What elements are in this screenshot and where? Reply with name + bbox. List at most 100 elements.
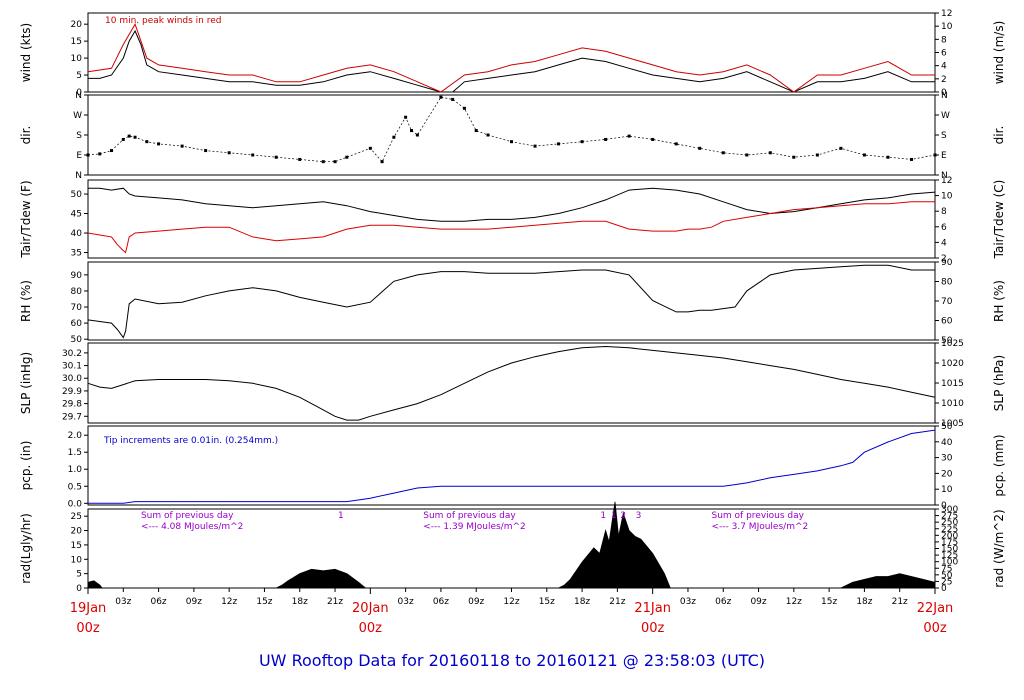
right-tick-label-slp: 1005 [941, 419, 964, 429]
right-tick-label-wind: 2 [941, 75, 947, 85]
series-point-dir [627, 134, 631, 138]
rad-annotation-3: 1 [338, 511, 344, 521]
left-tick-label-pcp: 1.5 [68, 448, 82, 458]
panel-annotation-wind: 10 min. peak winds in red [105, 16, 222, 26]
ylabel-left-slp: SLP (inHg) [19, 352, 33, 414]
right-tick-label-wind: 4 [941, 62, 947, 72]
panel-frame-slp [87, 342, 936, 424]
series-point-dir [698, 146, 702, 150]
right-tick-label-temp: 6 [941, 223, 947, 233]
series-point-dir [439, 95, 443, 99]
x-hour-tick-label: 21z [892, 597, 908, 607]
right-tick-label-rh: 60 [941, 317, 953, 327]
series-dir-0 [87, 96, 936, 163]
right-tick-label-rad: 300 [941, 505, 958, 515]
series-point-dir [886, 155, 890, 159]
right-tick-label-rad: 100 [941, 558, 958, 568]
series-wind-1 [87, 23, 935, 93]
right-tick-label-dir: N [941, 91, 948, 101]
right-tick-label-rad: 125 [941, 551, 958, 561]
left-tick-label-slp: 29.7 [62, 412, 82, 422]
right-tick-label-wind: 0 [941, 88, 947, 98]
series-point-dir [474, 129, 478, 133]
series-point-dir [321, 160, 325, 164]
left-tick-label-slp: 29.8 [62, 400, 82, 410]
left-tick-label-pcp: 2.0 [68, 431, 83, 441]
series-rh-0 [87, 264, 935, 339]
right-tick-label-wind: 8 [941, 35, 947, 45]
right-tick-label-rh: 70 [941, 297, 953, 307]
right-tick-label-rad: 150 [941, 545, 958, 555]
series-point-dir [410, 129, 414, 133]
right-tick-label-rad: 0 [941, 584, 947, 594]
panel-frame-dir [87, 94, 936, 176]
x-hour-tick-label: 03z [398, 597, 414, 607]
right-tick-label-slp: 1025 [941, 339, 964, 349]
left-tick-label-rh: 50 [71, 335, 83, 345]
x-day-time-label: 00z [76, 621, 100, 636]
series-point-dir [98, 152, 102, 156]
rad-annotation-7: 3 [636, 511, 642, 521]
x-hour-tick-label: 09z [186, 597, 202, 607]
left-tick-label-temp: 50 [71, 190, 83, 200]
ylabel-right-rad: rad (W/m^2) [992, 509, 1006, 587]
left-tick-label-wind: 0 [76, 88, 82, 98]
right-tick-label-rad: 175 [941, 538, 958, 548]
right-tick-label-pcp: 10 [941, 485, 953, 495]
x-day-label: 22Jan [917, 601, 954, 616]
right-tick-label-slp: 1010 [941, 399, 964, 409]
x-day-time-label: 00z [923, 621, 947, 636]
x-day-label: 21Jan [634, 601, 671, 616]
left-tick-label-rad: 15 [71, 541, 82, 551]
x-hour-tick-label: 15z [539, 597, 555, 607]
series-rad-0 [87, 501, 936, 589]
x-hour-tick-label: 06z [150, 597, 166, 607]
x-day-time-label: 00z [641, 621, 665, 636]
right-tick-label-pcp: 50 [941, 422, 953, 432]
series-point-dir [298, 157, 302, 161]
x-hour-tick-label: 09z [468, 597, 484, 607]
rad-annotation-2: Sum of previous day [711, 511, 804, 521]
right-tick-label-rh: 50 [941, 336, 953, 346]
panel-frame-temp [87, 179, 936, 259]
rad-annotation-1: Sum of previous day [423, 511, 516, 521]
ylabel-left-wind: wind (kts) [19, 23, 33, 82]
ylabel-left-rad: rad(Lgly/hr) [19, 513, 33, 584]
x-hour-tick-label: 06z [433, 597, 449, 607]
x-hour-tick-label: 12z [503, 597, 519, 607]
right-tick-label-pcp: 40 [941, 438, 953, 448]
right-tick-label-slp: 1015 [941, 379, 964, 389]
right-tick-label-rad: 225 [941, 525, 958, 535]
left-tick-label-temp: 45 [71, 210, 82, 220]
right-tick-label-rad: 250 [941, 518, 958, 528]
panel-frame-pcp [87, 425, 936, 506]
left-tick-label-rad: 20 [71, 527, 83, 537]
x-hour-tick-label: 06z [715, 597, 731, 607]
x-hour-tick-label: 15z [821, 597, 837, 607]
right-tick-label-temp: 8 [941, 207, 947, 217]
rad-annotation-0: Sum of previous day [141, 511, 234, 521]
right-tick-label-rad: 50 [941, 571, 953, 581]
left-tick-label-rh: 60 [71, 319, 83, 329]
x-hour-tick-label: 18z [292, 597, 308, 607]
x-hour-tick-label: 12z [221, 597, 237, 607]
chart-title: UW Rooftop Data for 20160118 to 20160121… [258, 651, 766, 670]
left-tick-label-rh: 70 [71, 303, 83, 313]
left-tick-label-dir: W [73, 111, 82, 121]
series-point-dir [415, 133, 419, 137]
rad-annotation-sub-2: <--- 3.7 MJoules/m^2 [711, 522, 808, 532]
left-tick-label-temp: 40 [71, 229, 83, 239]
right-tick-label-temp: 2 [941, 254, 947, 264]
right-tick-label-dir: E [941, 151, 947, 161]
panel-annotation-pcp: Tip increments are 0.01in. (0.254mm.) [103, 436, 278, 446]
series-point-dir [345, 155, 349, 159]
left-tick-label-rh: 90 [71, 271, 83, 281]
ylabel-right-dir: dir. [992, 126, 1006, 145]
rad-annotation-6: 2 [620, 511, 626, 521]
left-tick-label-rad: 25 [71, 512, 82, 522]
right-tick-label-rh: 90 [941, 258, 953, 268]
x-day-label: 20Jan [352, 601, 389, 616]
left-tick-label-pcp: 0.5 [68, 482, 82, 492]
series-point-dir [462, 106, 466, 110]
series-point-dir [127, 134, 131, 138]
